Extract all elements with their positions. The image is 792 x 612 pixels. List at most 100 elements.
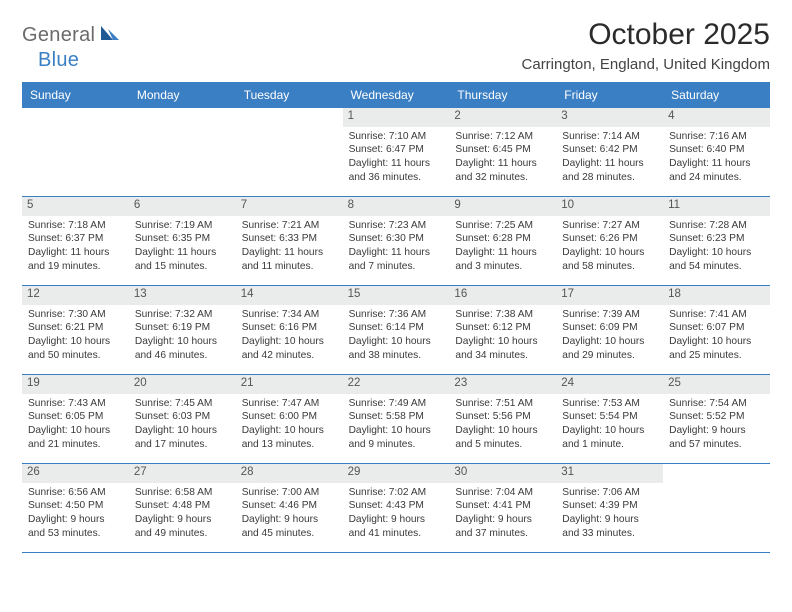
week-row: 26 Sunrise: 6:56 AM Sunset: 4:50 PM Dayli…	[22, 464, 770, 553]
day-detail-text: Sunrise: 7:16 AM Sunset: 6:40 PM Dayligh…	[669, 130, 764, 185]
logo-text-blue: Blue	[38, 49, 79, 72]
day-number: 10	[556, 197, 663, 216]
day-cell	[129, 108, 236, 196]
weekday-header-cell: Thursday	[449, 83, 556, 108]
logo-sail-icon	[99, 24, 121, 47]
day-detail-text: Sunrise: 7:43 AM Sunset: 6:05 PM Dayligh…	[28, 397, 123, 452]
location-subtitle: Carrington, England, United Kingdom	[522, 56, 770, 73]
day-number: 16	[449, 286, 556, 305]
day-cell: 21 Sunrise: 7:47 AM Sunset: 6:00 PM Dayli…	[236, 375, 343, 463]
day-cell: 30 Sunrise: 7:04 AM Sunset: 4:41 PM Dayli…	[449, 464, 556, 552]
day-detail-text: Sunrise: 7:12 AM Sunset: 6:45 PM Dayligh…	[455, 130, 550, 185]
day-detail-text: Sunrise: 7:23 AM Sunset: 6:30 PM Dayligh…	[349, 219, 444, 274]
day-number: 30	[449, 464, 556, 483]
day-number: 7	[236, 197, 343, 216]
day-number: 14	[236, 286, 343, 305]
day-number: 27	[129, 464, 236, 483]
day-number: 20	[129, 375, 236, 394]
day-number: 22	[343, 375, 450, 394]
calendar-page: General October 2025 Carrington, England…	[0, 0, 792, 571]
day-detail-text: Sunrise: 7:45 AM Sunset: 6:03 PM Dayligh…	[135, 397, 230, 452]
day-detail-text: Sunrise: 7:28 AM Sunset: 6:23 PM Dayligh…	[669, 219, 764, 274]
week-row: 19 Sunrise: 7:43 AM Sunset: 6:05 PM Dayli…	[22, 375, 770, 464]
day-detail-text: Sunrise: 7:18 AM Sunset: 6:37 PM Dayligh…	[28, 219, 123, 274]
day-cell: 2Sunrise: 7:12 AM Sunset: 6:45 PM Daylig…	[449, 108, 556, 196]
day-cell: 22 Sunrise: 7:49 AM Sunset: 5:58 PM Dayli…	[343, 375, 450, 463]
logo-text-general: General	[22, 24, 95, 47]
day-detail-text: Sunrise: 7:30 AM Sunset: 6:21 PM Dayligh…	[28, 308, 123, 363]
day-cell: 26 Sunrise: 6:56 AM Sunset: 4:50 PM Dayli…	[22, 464, 129, 552]
weekday-header-cell: Sunday	[22, 83, 129, 108]
weekday-header-cell: Tuesday	[236, 83, 343, 108]
day-detail-text: Sunrise: 7:39 AM Sunset: 6:09 PM Dayligh…	[562, 308, 657, 363]
day-cell: 7 Sunrise: 7:21 AM Sunset: 6:33 PM Daylig…	[236, 197, 343, 285]
day-number: 13	[129, 286, 236, 305]
week-row: 1 Sunrise: 7:10 AM Sunset: 6:47 PM Daylig…	[22, 108, 770, 197]
day-number: 28	[236, 464, 343, 483]
day-cell: 19 Sunrise: 7:43 AM Sunset: 6:05 PM Dayli…	[22, 375, 129, 463]
day-number: 15	[343, 286, 450, 305]
weeks-container: 1 Sunrise: 7:10 AM Sunset: 6:47 PM Daylig…	[22, 108, 770, 553]
day-detail-text: Sunrise: 7:38 AM Sunset: 6:12 PM Dayligh…	[455, 308, 550, 363]
day-detail-text: Sunrise: 7:02 AM Sunset: 4:43 PM Dayligh…	[349, 486, 444, 541]
day-cell: 23 Sunrise: 7:51 AM Sunset: 5:56 PM Dayli…	[449, 375, 556, 463]
day-cell: 25 Sunrise: 7:54 AM Sunset: 5:52 PM Dayli…	[663, 375, 770, 463]
day-cell: 15 Sunrise: 7:36 AM Sunset: 6:14 PM Dayli…	[343, 286, 450, 374]
day-detail-text: Sunrise: 7:25 AM Sunset: 6:28 PM Dayligh…	[455, 219, 550, 274]
day-detail-text: Sunrise: 7:27 AM Sunset: 6:26 PM Dayligh…	[562, 219, 657, 274]
day-number: 21	[236, 375, 343, 394]
weekday-header-cell: Friday	[556, 83, 663, 108]
day-detail-text: Sunrise: 7:51 AM Sunset: 5:56 PM Dayligh…	[455, 397, 550, 452]
day-detail-text: Sunrise: 7:34 AM Sunset: 6:16 PM Dayligh…	[242, 308, 337, 363]
day-detail-text: Sunrise: 7:04 AM Sunset: 4:41 PM Dayligh…	[455, 486, 550, 541]
day-detail-text: Sunrise: 7:53 AM Sunset: 5:54 PM Dayligh…	[562, 397, 657, 452]
day-cell: 14 Sunrise: 7:34 AM Sunset: 6:16 PM Dayli…	[236, 286, 343, 374]
day-number: 25	[663, 375, 770, 394]
day-detail-text: Sunrise: 7:00 AM Sunset: 4:46 PM Dayligh…	[242, 486, 337, 541]
weekday-header-cell: Saturday	[663, 83, 770, 108]
day-detail-text: Sunrise: 6:56 AM Sunset: 4:50 PM Dayligh…	[28, 486, 123, 541]
weekday-header-row: SundayMondayTuesdayWednesdayThursdayFrid…	[22, 83, 770, 108]
day-cell: 28 Sunrise: 7:00 AM Sunset: 4:46 PM Dayli…	[236, 464, 343, 552]
day-number: 26	[22, 464, 129, 483]
day-cell: 29Sunrise: 7:02 AM Sunset: 4:43 PM Dayli…	[343, 464, 450, 552]
day-cell: 10 Sunrise: 7:27 AM Sunset: 6:26 PM Dayli…	[556, 197, 663, 285]
day-number: 11	[663, 197, 770, 216]
day-number: 5	[22, 197, 129, 216]
day-cell: 3 Sunrise: 7:14 AM Sunset: 6:42 PM Daylig…	[556, 108, 663, 196]
day-number: 6	[129, 197, 236, 216]
day-cell: 24 Sunrise: 7:53 AM Sunset: 5:54 PM Dayli…	[556, 375, 663, 463]
day-cell: 11 Sunrise: 7:28 AM Sunset: 6:23 PM Dayli…	[663, 197, 770, 285]
day-detail-text: Sunrise: 7:36 AM Sunset: 6:14 PM Dayligh…	[349, 308, 444, 363]
day-cell: 13 Sunrise: 7:32 AM Sunset: 6:19 PM Dayli…	[129, 286, 236, 374]
day-detail-text: Sunrise: 7:19 AM Sunset: 6:35 PM Dayligh…	[135, 219, 230, 274]
title-block: October 2025 Carrington, England, United…	[522, 18, 770, 73]
day-cell: 1 Sunrise: 7:10 AM Sunset: 6:47 PM Daylig…	[343, 108, 450, 196]
day-cell: 18 Sunrise: 7:41 AM Sunset: 6:07 PM Dayli…	[663, 286, 770, 374]
day-cell: 9 Sunrise: 7:25 AM Sunset: 6:28 PM Daylig…	[449, 197, 556, 285]
day-cell: 8 Sunrise: 7:23 AM Sunset: 6:30 PM Daylig…	[343, 197, 450, 285]
day-detail-text: Sunrise: 7:54 AM Sunset: 5:52 PM Dayligh…	[669, 397, 764, 452]
day-detail-text: Sunrise: 7:32 AM Sunset: 6:19 PM Dayligh…	[135, 308, 230, 363]
day-detail-text: Sunrise: 7:21 AM Sunset: 6:33 PM Dayligh…	[242, 219, 337, 274]
day-detail-text: Sunrise: 7:14 AM Sunset: 6:42 PM Dayligh…	[562, 130, 657, 185]
day-number: 18	[663, 286, 770, 305]
day-cell: 31Sunrise: 7:06 AM Sunset: 4:39 PM Dayli…	[556, 464, 663, 552]
day-number: 9	[449, 197, 556, 216]
day-number: 8	[343, 197, 450, 216]
day-number: 3	[556, 108, 663, 127]
day-number: 1	[343, 108, 450, 127]
day-detail-text: Sunrise: 7:41 AM Sunset: 6:07 PM Dayligh…	[669, 308, 764, 363]
logo: General	[22, 24, 123, 47]
day-cell: 16 Sunrise: 7:38 AM Sunset: 6:12 PM Dayli…	[449, 286, 556, 374]
day-cell: 4Sunrise: 7:16 AM Sunset: 6:40 PM Daylig…	[663, 108, 770, 196]
day-cell: 12Sunrise: 7:30 AM Sunset: 6:21 PM Dayli…	[22, 286, 129, 374]
day-detail-text: Sunrise: 7:49 AM Sunset: 5:58 PM Dayligh…	[349, 397, 444, 452]
day-number: 24	[556, 375, 663, 394]
day-detail-text: Sunrise: 7:47 AM Sunset: 6:00 PM Dayligh…	[242, 397, 337, 452]
day-number: 23	[449, 375, 556, 394]
week-row: 5 Sunrise: 7:18 AM Sunset: 6:37 PM Daylig…	[22, 197, 770, 286]
day-number: 19	[22, 375, 129, 394]
weekday-header-cell: Wednesday	[343, 83, 450, 108]
day-detail-text: Sunrise: 7:10 AM Sunset: 6:47 PM Dayligh…	[349, 130, 444, 185]
